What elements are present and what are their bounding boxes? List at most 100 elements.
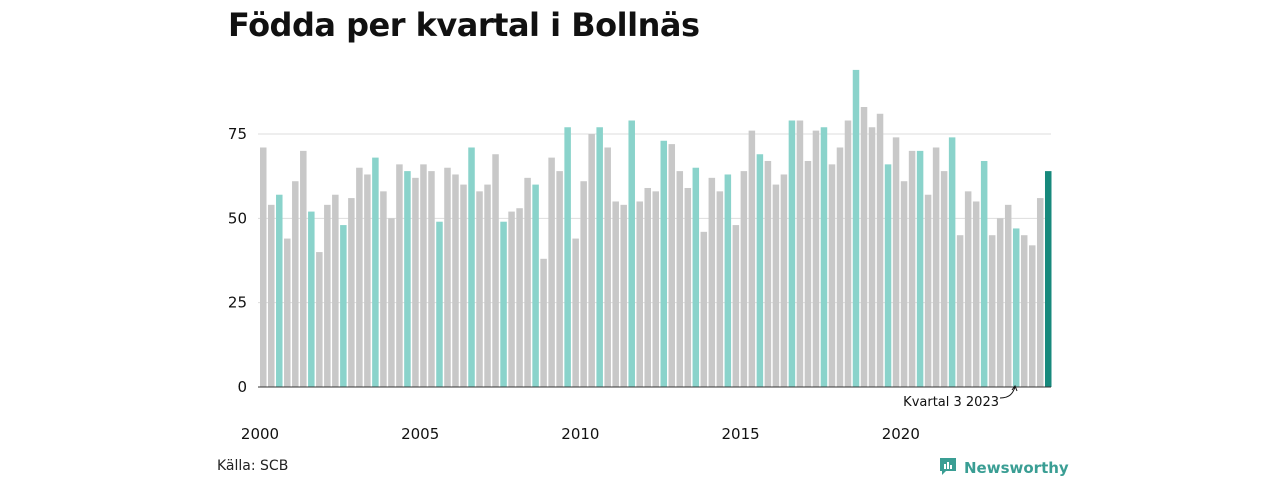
bar	[900, 181, 908, 387]
bar	[788, 120, 796, 387]
bar	[756, 154, 764, 387]
bar	[452, 174, 459, 387]
bar	[732, 225, 740, 387]
bar	[1004, 204, 1012, 387]
bar	[300, 150, 307, 387]
bar	[508, 211, 515, 387]
bar	[340, 225, 347, 387]
bar	[940, 171, 948, 387]
brand-logo[interactable]: Newsworthy	[938, 456, 1069, 480]
bar	[772, 184, 780, 387]
y-tick-label: 75	[228, 125, 247, 143]
bar	[628, 120, 635, 387]
bar	[676, 171, 684, 387]
bar	[932, 147, 940, 387]
bar	[740, 171, 748, 387]
bar	[1020, 235, 1028, 387]
bar	[292, 181, 299, 387]
bar	[796, 120, 804, 387]
bar	[1036, 198, 1044, 387]
bar	[860, 107, 868, 387]
bar	[804, 160, 812, 387]
bar	[692, 167, 700, 387]
bar	[468, 147, 475, 387]
bar	[908, 150, 916, 387]
bar	[548, 157, 555, 387]
bar	[268, 204, 275, 387]
bar	[436, 221, 443, 387]
bar	[996, 218, 1004, 387]
bar	[708, 177, 716, 387]
bar	[596, 127, 603, 387]
bar	[484, 184, 491, 387]
y-tick-label: 25	[228, 294, 247, 312]
bar	[516, 208, 523, 387]
bar	[748, 130, 756, 387]
bar	[556, 171, 563, 387]
bar	[852, 69, 860, 387]
bar	[812, 130, 820, 387]
annotation: Kvartal 3 2023	[903, 384, 1018, 410]
bar	[276, 194, 283, 387]
x-tick-label: 2000	[241, 425, 279, 443]
y-tick-label: 50	[228, 209, 247, 227]
x-tick-label: 2010	[561, 425, 599, 443]
y-tick-label: 0	[237, 378, 247, 396]
bar	[332, 194, 339, 387]
bar	[420, 164, 427, 387]
bar	[700, 231, 708, 387]
bar	[1028, 245, 1036, 387]
bar	[412, 177, 419, 387]
x-tick-label: 2005	[401, 425, 439, 443]
bar	[724, 174, 732, 387]
bar	[948, 137, 956, 387]
bar	[404, 171, 411, 387]
bar	[588, 134, 595, 387]
bar	[260, 147, 267, 387]
bar	[396, 164, 403, 387]
bar	[284, 238, 291, 387]
bar	[764, 160, 772, 387]
bar	[652, 191, 659, 387]
bar	[868, 127, 876, 387]
bar	[356, 167, 363, 387]
bar	[620, 204, 627, 387]
bar	[572, 238, 579, 387]
bar	[428, 171, 435, 387]
bar	[956, 235, 964, 387]
bar	[444, 167, 451, 387]
bar	[460, 184, 467, 387]
bar	[836, 147, 844, 387]
annotation-label: Kvartal 3 2023	[903, 395, 999, 410]
newsworthy-logo-icon	[938, 456, 958, 480]
bar	[780, 174, 788, 387]
bar	[476, 191, 483, 387]
bar	[884, 164, 892, 387]
bar	[524, 177, 531, 387]
bar	[1012, 228, 1020, 387]
bar	[324, 204, 331, 387]
bar	[844, 120, 852, 387]
x-tick-label: 2015	[722, 425, 760, 443]
brand-name: Newsworthy	[964, 459, 1069, 477]
bar	[316, 252, 323, 387]
bar	[500, 221, 507, 387]
bar	[380, 191, 387, 387]
bar	[988, 235, 996, 387]
bar	[492, 154, 499, 387]
bar	[580, 181, 587, 387]
bar	[604, 147, 611, 387]
bar	[364, 174, 371, 387]
x-tick-label: 2020	[882, 425, 920, 443]
bar	[660, 140, 668, 387]
bar	[684, 187, 692, 387]
bar	[564, 127, 571, 387]
bar	[980, 160, 988, 387]
bar	[828, 164, 836, 387]
bar	[972, 201, 980, 387]
bar	[348, 198, 355, 387]
bar	[668, 144, 676, 387]
bar	[388, 218, 395, 387]
bar	[876, 113, 884, 387]
